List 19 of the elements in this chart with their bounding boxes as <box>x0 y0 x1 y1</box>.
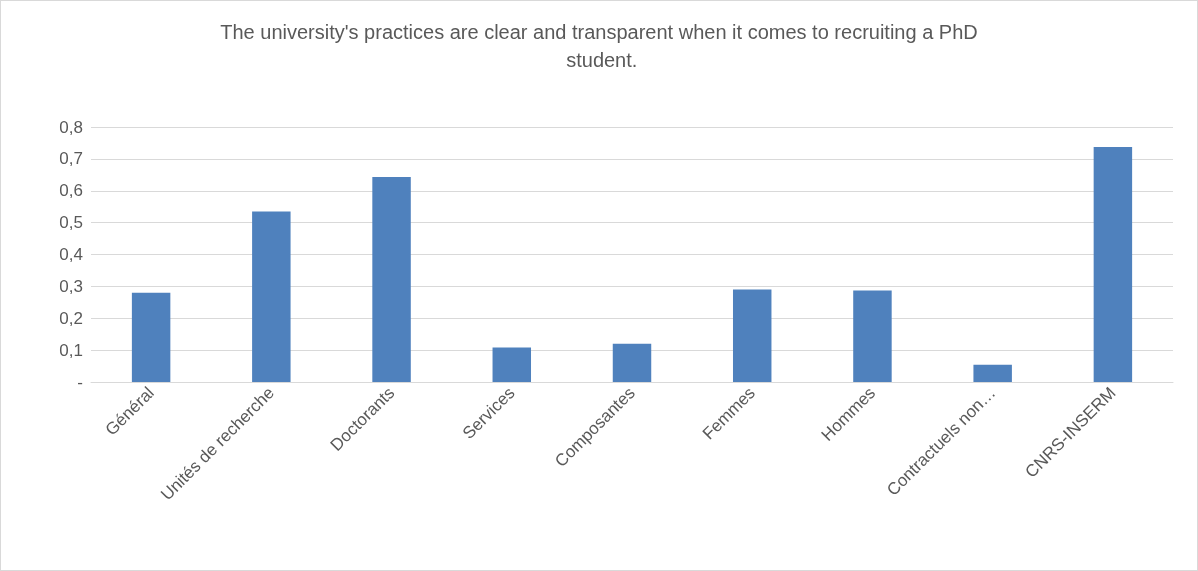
bar <box>1093 147 1133 382</box>
chart-title: The university's practices are clear and transparent when it comes to recruiting a PhD student. <box>220 21 978 71</box>
bar <box>372 177 411 382</box>
y-tick-label: 0,8 <box>59 117 83 137</box>
bar <box>732 289 772 382</box>
y-tick-label: 0,2 <box>59 308 83 328</box>
y-tick-label: 0,5 <box>59 213 83 233</box>
bar <box>492 347 532 382</box>
bar <box>131 292 171 382</box>
y-tick-label: 0,4 <box>59 245 83 264</box>
y-tick-label: - <box>77 372 83 392</box>
bar <box>612 343 652 382</box>
y-tick-label: 0,6 <box>59 181 83 201</box>
bar <box>252 211 291 382</box>
bar <box>973 364 1012 382</box>
bar <box>853 290 892 382</box>
y-tick-label: 0,3 <box>59 276 83 296</box>
y-tick-label: 0,1 <box>59 340 83 360</box>
y-tick-label: 0,7 <box>59 149 83 169</box>
